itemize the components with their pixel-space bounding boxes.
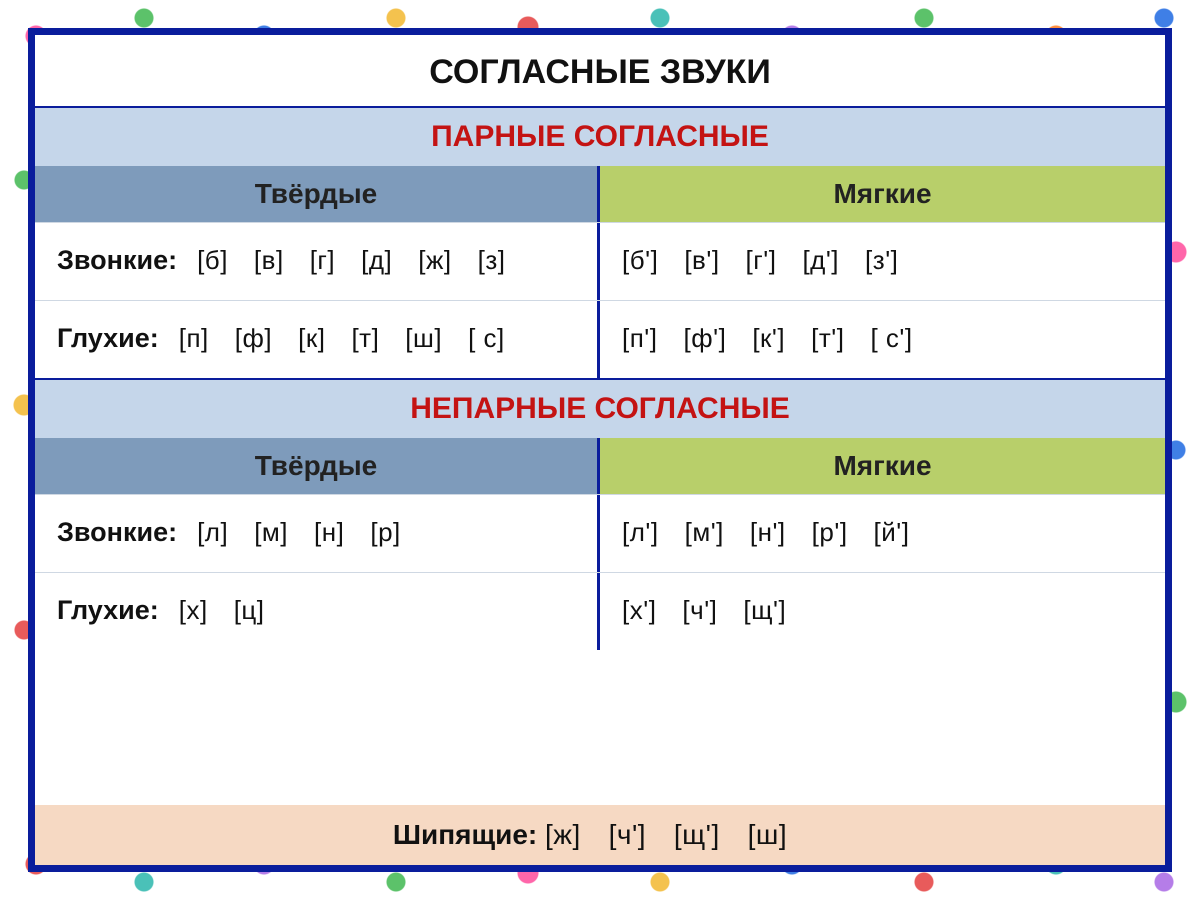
- main-title: СОГЛАСНЫЕ ЗВУКИ: [35, 35, 1165, 108]
- section1-zvon-soft: [б'] [в'] [г'] [д'] [з']: [600, 223, 1165, 300]
- section1-glukh-soft: [п'] [ф'] [к'] [т'] [ с']: [600, 301, 1165, 378]
- section1-glukh-hard: Глухие: [п] [ф] [к] [т] [ш] [ с]: [35, 301, 600, 378]
- row-label: Звонкие:: [57, 245, 177, 276]
- section2-row-glukh: Глухие: [х] [ц] [х'] [ч'] [щ']: [35, 572, 1165, 650]
- section1-heading: ПАРНЫЕ СОГЛАСНЫЕ: [35, 108, 1165, 166]
- chart-frame: СОГЛАСНЫЕ ЗВУКИ ПАРНЫЕ СОГЛАСНЫЕ Твёрдые…: [28, 28, 1172, 872]
- section1-zvon-hard: Звонкие: [б] [в] [г] [д] [ж] [з]: [35, 223, 600, 300]
- section1-row-zvon: Звонкие: [б] [в] [г] [д] [ж] [з] [б'] [в…: [35, 222, 1165, 300]
- row-label: Звонкие:: [57, 517, 177, 548]
- section2-zvon-hard: Звонкие: [л] [м] [н] [р]: [35, 495, 600, 572]
- section2-zvon-soft: [л'] [м'] [н'] [р'] [й']: [600, 495, 1165, 572]
- section2-subhead-row: Твёрдые Мягкие: [35, 438, 1165, 494]
- section2-heading: НЕПАРНЫЕ СОГЛАСНЫЕ: [35, 380, 1165, 438]
- section2-hard-label: Твёрдые: [35, 438, 600, 494]
- section1-hard-label: Твёрдые: [35, 166, 600, 222]
- row-label: Глухие:: [57, 595, 159, 626]
- section2-glukh-soft: [х'] [ч'] [щ']: [600, 573, 1165, 650]
- row-label: Глухие:: [57, 323, 159, 354]
- section1-row-glukh: Глухие: [п] [ф] [к] [т] [ш] [ с] [п'] [ф…: [35, 300, 1165, 378]
- section2-row-zvon: Звонкие: [л] [м] [н] [р] [л'] [м'] [н'] …: [35, 494, 1165, 572]
- section2-soft-label: Мягкие: [600, 438, 1165, 494]
- footer-row: Шипящие: [ж] [ч'] [щ'] [ш]: [35, 805, 1165, 865]
- section1-subhead-row: Твёрдые Мягкие: [35, 166, 1165, 222]
- section2-glukh-hard: Глухие: [х] [ц]: [35, 573, 600, 650]
- section1-soft-label: Мягкие: [600, 166, 1165, 222]
- footer-label: Шипящие:: [393, 819, 537, 850]
